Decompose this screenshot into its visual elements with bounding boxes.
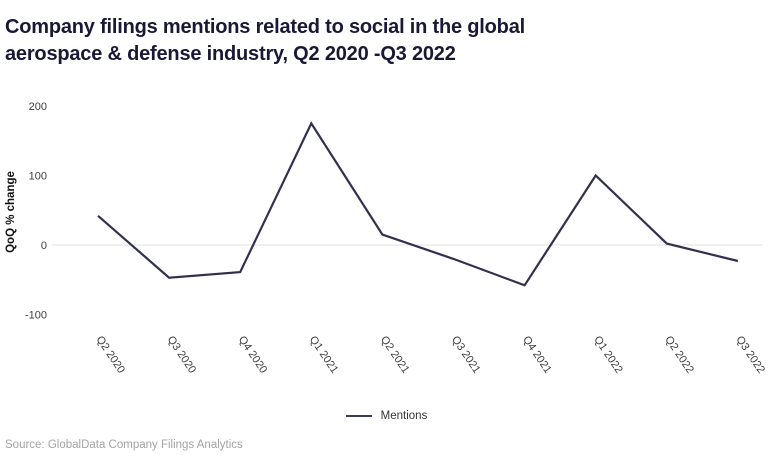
x-tick-label: Q1 2022 (591, 334, 625, 376)
y-tick-label: 100 (29, 171, 47, 183)
legend-line-swatch (345, 415, 372, 417)
x-tick-label: Q2 2021 (378, 334, 412, 376)
y-tick-label: -100 (25, 310, 47, 322)
x-axis-tick-labels: Q2 2020 Q3 2020 Q4 2020 Q1 2021 Q2 2021 Q3 20… (94, 334, 767, 376)
y-tick-label: 0 (41, 240, 47, 252)
x-tick-label: Q4 2021 (520, 334, 554, 376)
chart-title-line2: aerospace & defense industry, Q2 2020 -Q… (5, 43, 456, 65)
legend: Mentions (0, 410, 773, 422)
y-axis-tick-labels: 200 100 0 -100 (25, 101, 47, 322)
x-tick-label: Q3 2020 (165, 334, 199, 376)
chart-title: Company filings mentions related to soci… (5, 14, 525, 68)
chart-title-line1: Company filings mentions related to soci… (5, 16, 525, 38)
x-tick-label: Q3 2022 (733, 334, 767, 376)
x-tick-label: Q4 2020 (236, 334, 270, 376)
mentions-line (97, 121, 739, 287)
series-lines (97, 121, 739, 287)
x-tick-label: Q3 2021 (449, 334, 483, 376)
legend-label: Mentions (380, 410, 428, 422)
source-text: Source: GlobalData Company Filings Analy… (5, 439, 243, 451)
y-axis-label: QoQ % change (5, 171, 17, 253)
x-tick-label: Q2 2022 (662, 334, 696, 376)
x-tick-label: Q1 2021 (307, 334, 341, 376)
y-tick-label: 200 (29, 101, 47, 113)
x-tick-label: Q2 2020 (94, 334, 128, 376)
